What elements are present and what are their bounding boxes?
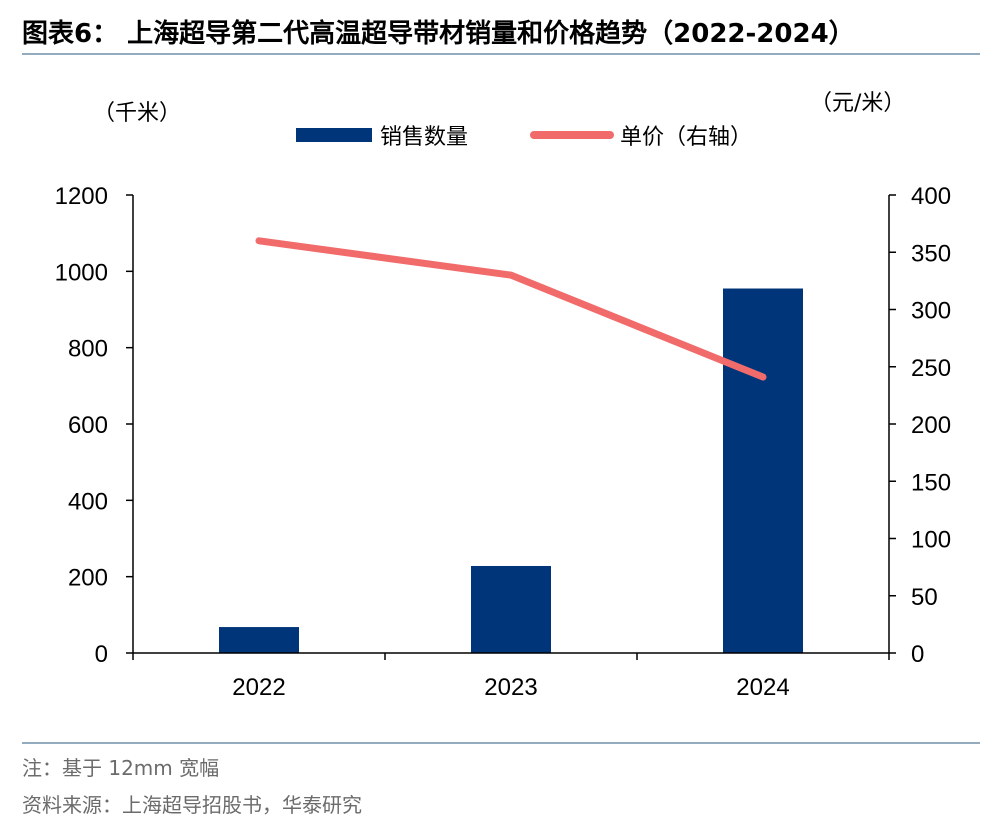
bar-2024 <box>723 288 803 653</box>
right-tick-label: 350 <box>911 240 951 267</box>
axes: 0 200 400 600 800 1000 1200 0 50 100 150 200 250 300 3… <box>55 183 951 701</box>
x-tick-label: 2024 <box>736 674 789 701</box>
right-tick-label: 0 <box>911 641 924 668</box>
right-tick-label: 200 <box>911 412 951 439</box>
right-tick-label: 300 <box>911 298 951 325</box>
price-line <box>255 237 767 381</box>
right-tick-label: 400 <box>911 183 951 210</box>
x-tick-label: 2022 <box>232 674 285 701</box>
right-tick-label: 50 <box>911 584 938 611</box>
price-line-series <box>255 237 767 381</box>
bars <box>219 288 803 653</box>
right-tick-label: 100 <box>911 527 951 554</box>
right-axis-unit: （元/米） <box>810 91 905 116</box>
legend-label-sales: 销售数量 <box>380 125 468 150</box>
chart-note: 注：基于 12mm 宽幅 <box>22 756 219 780</box>
left-tick-label: 400 <box>68 488 108 515</box>
legend-label-price: 单价（右轴） <box>620 125 752 150</box>
right-tick-label: 150 <box>911 469 951 496</box>
left-tick-label: 800 <box>68 336 108 363</box>
left-tick-label: 200 <box>68 565 108 592</box>
bar-2022 <box>219 627 299 653</box>
legend: 销售数量 单价（右轴） <box>296 125 752 150</box>
chart-title: 图表6： 上海超导第二代高温超导带材销量和价格趋势（2022-2024） <box>22 18 855 49</box>
left-tick-label: 1200 <box>55 183 108 210</box>
x-tick-label: 2023 <box>484 674 537 701</box>
left-axis-unit: （千米） <box>93 101 181 126</box>
legend-swatch-sales <box>296 128 372 142</box>
chart-source: 资料来源：上海超导招股书，华泰研究 <box>22 793 362 817</box>
left-tick-label: 0 <box>95 641 108 668</box>
left-tick-label: 1000 <box>55 259 108 286</box>
left-tick-label: 600 <box>68 412 108 439</box>
right-tick-label: 250 <box>911 355 951 382</box>
bar-2023 <box>471 565 551 653</box>
